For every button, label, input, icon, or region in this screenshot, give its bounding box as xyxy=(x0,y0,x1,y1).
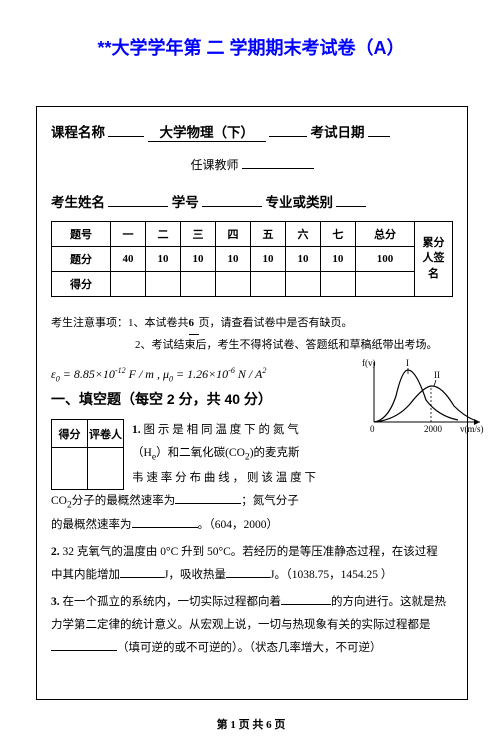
q2-c: 中其内能增加 xyxy=(51,569,120,581)
q3-b: 在一个孤立的系统内，一切实际过程都向着 xyxy=(60,596,281,608)
q1-t3: 韦 速 率 分 布 曲 线 ， 则 该 温 度 下 xyxy=(132,472,316,484)
mu-unit: N / A xyxy=(235,367,262,381)
th-4: 四 xyxy=(215,222,250,247)
eps-unit: F / m xyxy=(126,367,154,381)
velocity-distribution-graph: f(v) v(m/s) 0 2000 I II xyxy=(362,356,486,434)
notes: 考生注意事项：1、本试卷共6页，请查看试卷中是否有缺页。 2、考试结束后，考生不… xyxy=(51,313,453,356)
q1-5a: 的最概然速率为 xyxy=(51,519,132,531)
q2-e: J。（1038.75，1454.25 ） xyxy=(270,569,392,581)
cell: 10 xyxy=(320,247,355,272)
cell xyxy=(215,272,250,297)
id-label: 学号 xyxy=(172,195,199,210)
mini-c1: 得分 xyxy=(52,420,88,448)
th-2: 二 xyxy=(146,222,181,247)
q3: 3. 在一个孤立的系统内，一切实际过程都向着 的方向进行。这就是热 力学第二定律的… xyxy=(51,591,453,660)
cell xyxy=(320,272,355,297)
q2-b: 32 克氧气的温度由 0°C 升到 50°C。若经历的是等压准静态过程，在该过程 xyxy=(60,546,438,558)
score-label: 得分 xyxy=(52,272,111,297)
zero: 0 xyxy=(370,424,375,434)
th-total: 总分 xyxy=(355,222,414,247)
page-footer: 第 1 页 共 6 页 xyxy=(0,716,502,732)
q2: 2. 32 克氧气的温度由 0°C 升到 50°C。若经历的是等压准静态过程，在… xyxy=(51,541,453,587)
course-row: 课程名称 大学物理（下） 考试日期 xyxy=(51,121,453,142)
q1-t2c: )的麦克斯 xyxy=(250,447,300,459)
q3-d: 力学第二定律的统计意义。从宏观上说，一切与热现象有关的实际过程都是 xyxy=(51,619,431,631)
date-label: 考试日期 xyxy=(311,125,365,140)
th-6: 六 xyxy=(285,222,320,247)
mini-c2: 评卷人 xyxy=(88,420,124,448)
cell xyxy=(88,447,124,489)
q3-c: 的方向进行。这就是热 xyxy=(331,596,446,608)
major-label: 专业或类别 xyxy=(266,195,334,210)
teacher-row: 任课教师 xyxy=(51,156,453,173)
q1-cont: CO2分子的最概然速率为；氮气分子 的最概然速率为。（604，2000） xyxy=(51,490,453,537)
q1-4a: CO xyxy=(51,495,67,507)
cell: 40 xyxy=(111,247,146,272)
score-table: 题号 一 二 三 四 五 六 七 总分 题分 40 10 10 10 10 10… xyxy=(51,221,415,297)
sep: , xyxy=(154,367,163,381)
table-row: 题分 40 10 10 10 10 10 10 100 xyxy=(52,247,415,272)
ylabel: f(v) xyxy=(362,358,376,368)
eps-exp: -12 xyxy=(115,366,126,375)
cell: 10 xyxy=(146,247,181,272)
score-table-wrap: 题号 一 二 三 四 五 六 七 总分 题分 40 10 10 10 10 10… xyxy=(51,221,453,297)
cell xyxy=(146,272,181,297)
name-label: 考生姓名 xyxy=(51,195,105,210)
cell xyxy=(111,272,146,297)
side-label: 累分人签名 xyxy=(415,221,453,297)
note2: 2、考试结束后，考生不得将试卷、答题纸和草稿纸带出考场。 xyxy=(135,339,438,351)
q1-num: 1. xyxy=(132,424,141,436)
cell xyxy=(355,272,414,297)
q2-d: J，吸收热量 xyxy=(164,569,226,581)
note1a: 考生注意事项：1、本试卷共 xyxy=(51,317,189,329)
q3-e: （填可逆的或不可逆的）。（状态几率增大，不可逆） xyxy=(117,642,382,654)
th-5: 五 xyxy=(250,222,285,247)
cell: 10 xyxy=(285,247,320,272)
mark2: II xyxy=(434,370,440,380)
q1-5b: 。（604，2000） xyxy=(198,519,279,531)
mini-score-table: 得分 评卷人 xyxy=(51,419,124,489)
mark1: I xyxy=(406,358,409,368)
eps-eq: = 8.85×10 xyxy=(60,367,115,381)
q2-num: 2. xyxy=(51,546,60,558)
q1-t2b: ）和二氧化碳(CO xyxy=(156,447,245,459)
cell xyxy=(250,272,285,297)
mu-eq: = 1.26×10 xyxy=(173,367,228,381)
q1-t2a: （H xyxy=(132,447,152,459)
row-label: 题分 xyxy=(52,247,111,272)
cell: 10 xyxy=(215,247,250,272)
cell: 10 xyxy=(181,247,216,272)
exam-title: **大学学年第 二 学期期末考试卷（A） xyxy=(0,34,502,60)
q1-t1: 图 示 是 相 同 温 度 下 的 氮 气 xyxy=(141,424,299,436)
th-num: 题号 xyxy=(52,222,111,247)
tick: 2000 xyxy=(424,424,443,434)
student-row: 考生姓名 学号 专业或类别 xyxy=(51,191,453,211)
mu-exp: -6 xyxy=(228,366,235,375)
q1-4b: 分子的最概然速率为 xyxy=(72,495,176,507)
cell xyxy=(181,272,216,297)
table-row: 得分 xyxy=(52,272,415,297)
cell: 100 xyxy=(355,247,414,272)
teacher-label: 任课教师 xyxy=(190,158,238,172)
q3-num: 3. xyxy=(51,596,60,608)
cell xyxy=(285,272,320,297)
table-row: 题号 一 二 三 四 五 六 七 总分 xyxy=(52,222,415,247)
th-7: 七 xyxy=(320,222,355,247)
course-value: 大学物理（下） xyxy=(148,121,266,142)
q1-4c: ；氮气分子 xyxy=(241,495,299,507)
note1b: 6 xyxy=(189,313,199,335)
xlabel: v(m/s) xyxy=(460,424,484,434)
cell xyxy=(52,447,88,489)
th-1: 一 xyxy=(111,222,146,247)
note1c: 页，请查看试卷中是否有缺页。 xyxy=(199,317,353,329)
course-label: 课程名称 xyxy=(51,125,105,140)
th-3: 三 xyxy=(181,222,216,247)
cell: 10 xyxy=(250,247,285,272)
a2: 2 xyxy=(262,366,266,375)
